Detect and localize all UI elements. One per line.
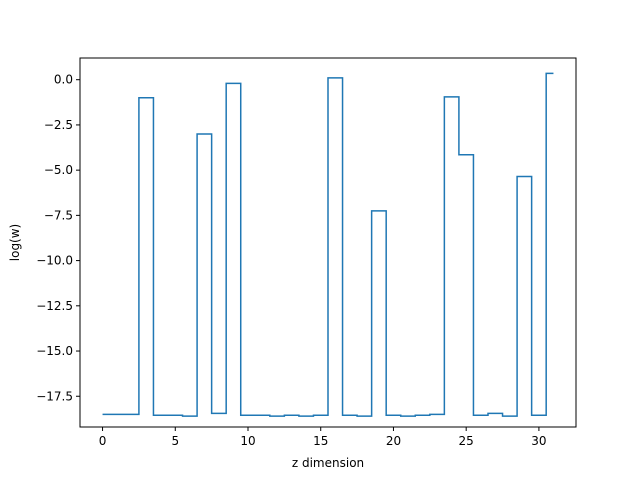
x-tick-label: 10 xyxy=(240,434,255,448)
y-axis-label: log(w) xyxy=(8,224,22,261)
axes-frame xyxy=(79,57,577,428)
y-tick-label: −7.5 xyxy=(44,208,73,222)
x-tick-label: 25 xyxy=(459,434,474,448)
x-tick-label: 5 xyxy=(171,434,179,448)
y-tick-label: −17.5 xyxy=(36,389,73,403)
y-tick-label: −5.0 xyxy=(44,163,73,177)
y-tick-label: −10.0 xyxy=(36,254,73,268)
y-axis-ticks: 0.0 −2.5 −5.0 −7.5 −10.0 −12.5 −15.0 −17.5 xyxy=(36,73,80,403)
x-tick-label: 15 xyxy=(313,434,328,448)
x-axis-ticks: 0 5 10 15 20 25 30 xyxy=(99,427,547,448)
x-tick-label: 0 xyxy=(99,434,107,448)
x-tick-label: 30 xyxy=(531,434,546,448)
x-tick-label: 20 xyxy=(386,434,401,448)
series-step-line xyxy=(102,72,554,417)
y-tick-label: 0.0 xyxy=(54,73,73,87)
y-tick-label: −12.5 xyxy=(36,299,73,313)
y-tick-label: −2.5 xyxy=(44,118,73,132)
x-axis-label: z dimension xyxy=(292,456,364,470)
series-layer xyxy=(102,72,554,417)
y-tick-label: −15.0 xyxy=(36,344,73,358)
